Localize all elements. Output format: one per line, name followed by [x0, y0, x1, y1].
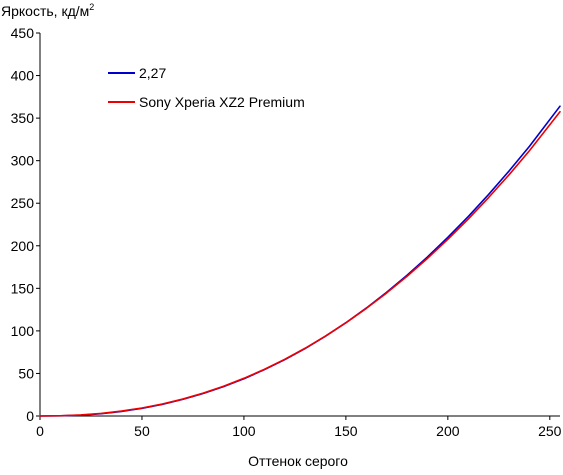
- series-line-1: [39, 105, 561, 417]
- y-tick-label: 50: [18, 365, 34, 381]
- y-axis-title-superscript: 2: [89, 2, 94, 12]
- series-line-2: [39, 110, 561, 417]
- y-tick-label: 400: [11, 68, 35, 84]
- x-axis-title: Оттенок серого: [248, 453, 348, 469]
- tick-marks: 0 50 100 150 200 250 300 350 400 450 0 50 100 150 200 2…: [11, 25, 562, 439]
- x-tick-label: 100: [232, 423, 256, 439]
- y-tick-label: 450: [11, 25, 35, 41]
- axes: [39, 33, 560, 417]
- y-axis-title-text: Яркость, кд/м: [1, 3, 89, 19]
- legend-label: 2,27: [139, 65, 166, 81]
- legend-label: Sony Xperia XZ2 Premium: [139, 94, 305, 110]
- y-tick-label: 350: [11, 110, 35, 126]
- y-axis-title: Яркость, кд/м2: [1, 2, 94, 19]
- y-tick-label: 300: [11, 153, 35, 169]
- y-tick-label: 200: [11, 238, 35, 254]
- y-tick-label: 150: [11, 280, 35, 296]
- legend: 2,27 Sony Xperia XZ2 Premium: [108, 65, 305, 110]
- x-tick-label: 150: [334, 423, 358, 439]
- y-tick-label: 250: [11, 195, 35, 211]
- y-tick-label: 100: [11, 323, 35, 339]
- x-tick-label: 50: [134, 423, 150, 439]
- y-tick-label: 0: [26, 408, 34, 424]
- x-tick-label: 200: [436, 423, 460, 439]
- series-lines: [39, 105, 561, 417]
- x-tick-label: 0: [36, 423, 44, 439]
- x-tick-label: 250: [538, 423, 562, 439]
